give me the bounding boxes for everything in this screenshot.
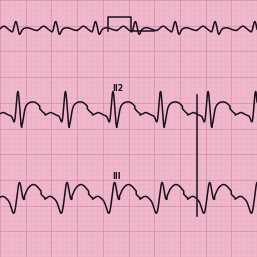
Text: II2: II2 xyxy=(112,84,123,93)
Text: III: III xyxy=(112,172,121,181)
